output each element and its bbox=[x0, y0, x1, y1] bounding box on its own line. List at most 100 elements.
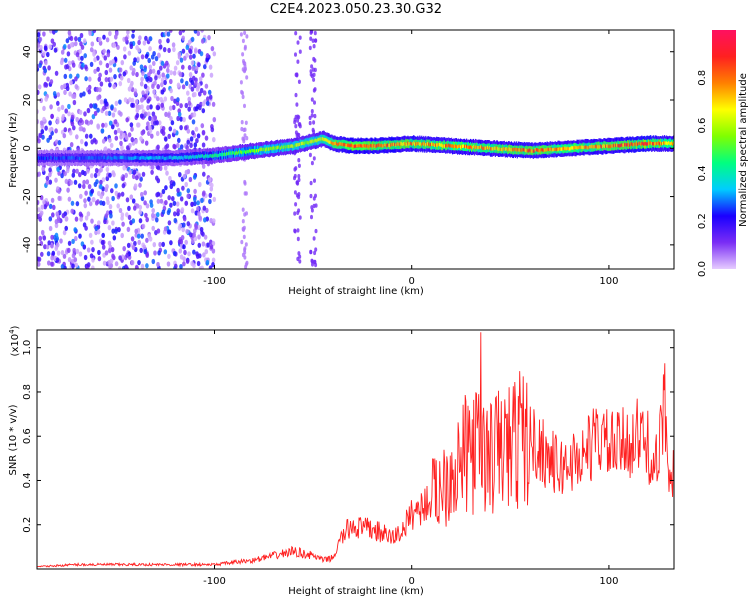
ridge-cell bbox=[528, 148, 530, 152]
noise-cell bbox=[163, 96, 168, 102]
noise-cell bbox=[54, 128, 58, 134]
ridge-cell bbox=[634, 142, 636, 146]
noise-cell bbox=[108, 172, 112, 178]
noise-cell bbox=[152, 60, 156, 66]
noise-cell bbox=[160, 82, 164, 88]
stripe-cell bbox=[239, 80, 243, 85]
noise-cell bbox=[178, 30, 183, 36]
ridge-cell bbox=[152, 155, 154, 160]
ridge-cell bbox=[247, 149, 249, 154]
ridge-cell bbox=[602, 144, 604, 149]
noise-cell bbox=[84, 225, 88, 231]
noise-cell bbox=[156, 261, 160, 268]
ridge-cell bbox=[660, 141, 662, 145]
ridge-cell bbox=[562, 146, 564, 150]
ridge-cell bbox=[270, 147, 273, 151]
noise-cell bbox=[99, 99, 104, 105]
noise-cell bbox=[90, 239, 94, 245]
noise-cell bbox=[105, 37, 110, 43]
noise-cell bbox=[112, 83, 116, 90]
stripe-cell bbox=[294, 124, 298, 129]
ridge-cell bbox=[453, 145, 455, 149]
ridge-cell bbox=[80, 156, 82, 160]
ridge-cell bbox=[191, 155, 193, 160]
noise-cell bbox=[40, 129, 45, 135]
noise-cell bbox=[128, 169, 132, 175]
ridge-cell bbox=[242, 150, 244, 154]
stripe-cell bbox=[241, 219, 245, 224]
ridge-cell bbox=[178, 155, 180, 160]
noise-cell bbox=[139, 247, 143, 253]
noise-cell bbox=[164, 185, 168, 191]
noise-cell bbox=[188, 72, 193, 78]
ridge-cell bbox=[317, 137, 319, 142]
ridge-cell bbox=[43, 156, 45, 160]
noise-cell bbox=[201, 142, 206, 148]
ridge-cell bbox=[472, 146, 474, 150]
ridge-cell bbox=[333, 142, 335, 146]
ridge-cell bbox=[259, 147, 262, 152]
noise-cell bbox=[78, 126, 83, 132]
ridge-cell bbox=[445, 144, 447, 148]
ridge-cell bbox=[659, 142, 661, 146]
ridge-cell bbox=[116, 156, 118, 160]
noise-cell bbox=[91, 257, 95, 263]
noise-cell bbox=[45, 175, 50, 181]
ridge-cell bbox=[197, 155, 199, 159]
ridge-cell bbox=[358, 143, 360, 147]
ridge-cell bbox=[137, 156, 139, 160]
noise-cell bbox=[190, 60, 195, 66]
ridge-cell bbox=[135, 155, 137, 160]
noise-cell bbox=[160, 77, 165, 83]
noise-cell bbox=[69, 142, 74, 148]
ridge-cell bbox=[382, 144, 384, 148]
ridge-cell bbox=[253, 149, 255, 153]
ridge-cell bbox=[574, 145, 576, 150]
ridge-cell bbox=[529, 149, 531, 153]
noise-cell bbox=[66, 51, 71, 57]
noise-cell bbox=[115, 31, 119, 37]
stripe-cell bbox=[309, 180, 313, 186]
noise-cell bbox=[209, 72, 214, 78]
noise-cell bbox=[135, 107, 140, 113]
noise-cell bbox=[83, 203, 88, 209]
noise-cell bbox=[62, 230, 67, 236]
x-tick-label: 100 bbox=[599, 576, 618, 587]
noise-cell bbox=[121, 132, 126, 138]
stripe-cell bbox=[312, 44, 316, 49]
noise-cell bbox=[155, 217, 159, 223]
ridge-cell bbox=[389, 143, 391, 148]
noise-cell bbox=[131, 173, 136, 180]
stripe-cell bbox=[308, 152, 312, 158]
ridge-cell bbox=[212, 154, 214, 158]
stripe-cell bbox=[297, 158, 301, 163]
stripe-cell bbox=[243, 30, 247, 36]
stripe-cell bbox=[297, 122, 301, 127]
noise-cell bbox=[133, 205, 137, 211]
noise-cell bbox=[57, 188, 61, 194]
noise-cell bbox=[141, 70, 145, 76]
noise-cell bbox=[72, 168, 76, 174]
ridge-cell bbox=[172, 156, 174, 160]
noise-cell bbox=[44, 96, 48, 102]
noise-cell bbox=[187, 100, 192, 106]
noise-cell bbox=[181, 30, 186, 33]
noise-cell bbox=[134, 228, 138, 234]
ridge-cell bbox=[383, 144, 385, 148]
noise-cell bbox=[138, 35, 142, 41]
ridge-cell bbox=[201, 154, 203, 158]
snr-y-ticks: 0.20.40.60.81.0 bbox=[22, 340, 674, 533]
noise-cell bbox=[145, 263, 149, 269]
noise-cell bbox=[119, 111, 123, 117]
noise-cell bbox=[129, 65, 133, 71]
ridge-cell bbox=[263, 147, 266, 151]
ridge-cell bbox=[460, 145, 462, 149]
noise-cell bbox=[55, 257, 60, 263]
spectrogram-frame bbox=[36, 29, 675, 270]
noise-cell bbox=[156, 198, 161, 204]
ridge-cell bbox=[589, 144, 591, 149]
noise-cell bbox=[200, 123, 205, 129]
noise-cell bbox=[190, 208, 195, 214]
ridge-cell bbox=[500, 147, 502, 152]
noise-cell bbox=[90, 173, 94, 179]
